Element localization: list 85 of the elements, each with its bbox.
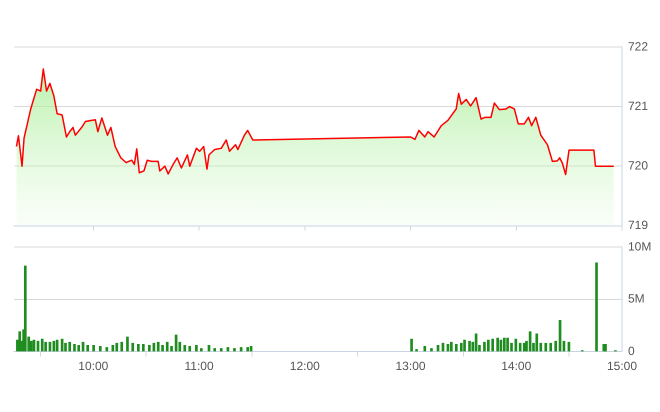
bar — [156, 342, 160, 352]
y-tick-label: 0 — [628, 344, 635, 358]
x-tick-label: 13:00 — [396, 359, 426, 374]
bar — [446, 344, 450, 352]
bar — [568, 342, 570, 352]
bar — [188, 346, 192, 352]
y-tick-label: 720 — [628, 158, 648, 173]
bar — [64, 342, 67, 352]
bar — [250, 346, 252, 352]
bar — [233, 348, 236, 352]
bar — [549, 342, 552, 352]
bar — [240, 347, 242, 352]
bar — [92, 345, 95, 352]
x-tick-label: 15:00 — [606, 359, 638, 374]
bar — [48, 342, 52, 352]
bar — [246, 347, 250, 352]
bar — [183, 345, 186, 352]
y-tick-label: 721 — [628, 98, 648, 113]
bar — [500, 340, 502, 352]
bar — [18, 331, 22, 352]
bar — [98, 346, 102, 352]
bar — [82, 342, 84, 352]
bar — [30, 340, 33, 352]
bar — [450, 342, 453, 352]
bar — [77, 345, 80, 352]
bar — [474, 334, 478, 352]
bar — [131, 342, 134, 352]
bar — [491, 338, 494, 352]
bar — [506, 338, 509, 352]
y-tick-label: 722 — [628, 39, 648, 54]
bar — [126, 336, 129, 352]
bar — [220, 348, 223, 352]
x-tick-label: 10:00 — [78, 359, 109, 374]
bar — [442, 342, 444, 352]
y-tick-label: 5M — [628, 292, 645, 306]
bar — [142, 344, 145, 352]
bar — [137, 344, 140, 352]
bar — [112, 345, 114, 352]
x-tick-label: 11:00 — [184, 359, 214, 374]
bar — [60, 338, 64, 352]
bar — [518, 342, 522, 352]
bar — [161, 345, 164, 352]
bar — [483, 342, 486, 352]
bar — [115, 342, 118, 352]
bar — [436, 345, 440, 352]
bar — [106, 347, 108, 352]
bar — [595, 262, 598, 352]
bar — [68, 342, 72, 352]
y-tick-label: 719 — [628, 218, 648, 232]
bar — [36, 340, 40, 352]
bar — [208, 345, 210, 352]
bar — [535, 334, 538, 352]
bar — [496, 338, 499, 352]
bar — [487, 340, 490, 352]
bar — [148, 345, 151, 352]
bar — [40, 338, 44, 352]
bar — [463, 340, 466, 352]
y-tick-label: 10M — [628, 240, 652, 254]
bar — [544, 342, 548, 352]
bar — [200, 348, 203, 352]
bar — [502, 338, 506, 352]
bar — [195, 345, 198, 352]
bar — [213, 348, 216, 352]
bar — [32, 340, 36, 352]
bar — [86, 345, 90, 352]
bar — [56, 340, 58, 352]
bar — [52, 340, 56, 352]
bar — [73, 344, 76, 352]
bar — [170, 346, 173, 352]
bar — [166, 342, 169, 352]
x-tick-label: 12:00 — [290, 359, 320, 374]
bar — [528, 331, 532, 352]
bar — [120, 342, 124, 352]
bar — [454, 344, 458, 352]
bar — [410, 338, 413, 352]
bar — [460, 342, 463, 352]
bar — [174, 334, 178, 352]
x-tick-label: 14:00 — [501, 359, 532, 374]
bar — [24, 266, 27, 352]
bar — [430, 348, 433, 352]
bar — [423, 346, 426, 352]
bar — [468, 340, 471, 352]
bar — [226, 347, 230, 352]
bar — [152, 342, 156, 352]
bar — [558, 320, 562, 352]
